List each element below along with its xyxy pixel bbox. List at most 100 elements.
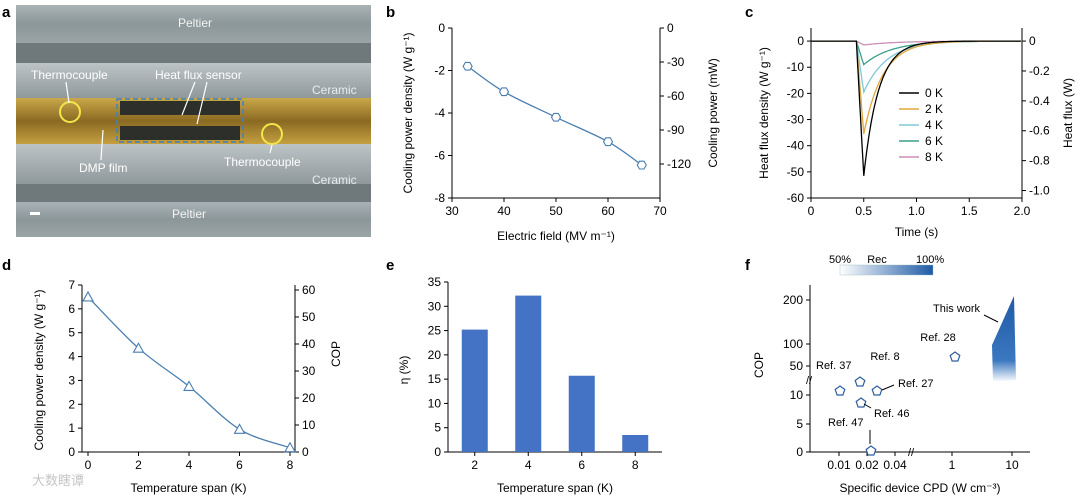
f-y-tick-label: 10 <box>790 388 804 402</box>
d-y2-tick-label: 40 <box>302 337 316 351</box>
f-colorbar-low: 50% <box>829 254 851 266</box>
panel-d: d 0 1 2 3 4 5 6 7 0 10 20 30 40 50 60 0 2 4 6 8 Temperature … <box>2 257 343 495</box>
f-this-work-label: This work <box>933 303 981 315</box>
label-peltier-top: Peltier <box>178 16 212 30</box>
c-y2-tick-label: -0.6 <box>1029 124 1050 138</box>
d-y-tick-label: 4 <box>68 350 75 364</box>
d-fit-line <box>87 296 291 449</box>
c-x-tick-label: 0.5 <box>855 204 872 218</box>
f-point-label: Ref. 46 <box>874 408 909 420</box>
label-thermocouple-right: Thermocouple <box>224 155 301 169</box>
label-heat-flux-sensor: Heat flux sensor <box>155 68 242 82</box>
f-data-point <box>854 376 866 387</box>
f-y-tick-label: 0 <box>796 445 803 459</box>
f-arrow-this-work <box>983 314 999 323</box>
b-y-tick-label: -4 <box>434 106 445 120</box>
e-bar <box>568 375 595 452</box>
e-bar <box>461 329 488 452</box>
d-data-point <box>82 290 94 302</box>
b-y-tick-label: -8 <box>434 191 445 205</box>
e-x-label: Temperature span (K) <box>497 481 613 495</box>
chart-e: 0 5 10 15 20 25 30 35 2 4 6 8 Temperature span (K) η … <box>397 275 662 495</box>
c-x-tick-label: 2.0 <box>1014 204 1031 218</box>
b-x-tick-label: 50 <box>549 204 563 218</box>
d-y2-tick-label: 60 <box>302 283 316 297</box>
label-thermocouple-left: Thermocouple <box>31 68 108 82</box>
label-ceramic-bottom: Ceramic <box>312 173 357 187</box>
colorbar <box>839 264 934 276</box>
b-data-point <box>462 61 473 71</box>
e-y-tick-label: 35 <box>428 275 442 289</box>
e-bar <box>622 435 649 452</box>
f-x-label: Specific device CPD (W cm⁻³) <box>839 481 1000 495</box>
peltier-top-plate <box>16 5 371 43</box>
c-x-tick-label: 1.5 <box>961 204 978 218</box>
d-y-tick-label: 1 <box>68 421 75 435</box>
d-y2-tick-label: 10 <box>302 418 316 432</box>
panel-b: b 0 -2 -4 -6 -8 0 -30 -60 -90 -120 30 40 50 60 70 Elect… <box>386 4 720 243</box>
b-data-point <box>550 112 562 122</box>
f-point-label: Ref. 27 <box>898 378 933 390</box>
panel-a: a Peltier Peltier Thermocouple Heat flux… <box>2 4 371 237</box>
arrow-thermocouple-right <box>269 144 273 154</box>
b-x-tick-label: 60 <box>601 204 615 218</box>
sensor-lower <box>120 126 240 140</box>
label-dmp-film: DMP film <box>79 161 127 175</box>
d-data-point <box>284 441 296 453</box>
b-data-point <box>636 160 647 170</box>
f-data-point <box>871 385 883 396</box>
scale-bar <box>30 212 40 215</box>
e-x-tick-label: 4 <box>525 458 532 472</box>
d-x-tick-label: 4 <box>186 458 193 472</box>
f-y-break-mark: // <box>806 375 813 387</box>
d-data-point <box>132 342 145 353</box>
b-y2-tick-label: -120 <box>667 157 691 171</box>
panel-letter-b: b <box>386 4 395 21</box>
c-y-tick-label: -40 <box>787 139 805 153</box>
c-y2-tick-label: -0.8 <box>1029 154 1050 168</box>
gap-top <box>16 43 371 63</box>
b-y-tick-label: -6 <box>434 149 445 163</box>
f-x-tick-label: 0.02 <box>855 458 879 472</box>
panel-letter-e: e <box>386 257 394 274</box>
chart-c: 0-10-20-30-40-50-600-0.2-0.4-0.6-0.8-1.0… <box>757 28 1075 239</box>
label-ceramic-top: Ceramic <box>312 83 357 97</box>
b-data-point <box>498 87 510 97</box>
thermocouple-left-circle <box>59 101 81 123</box>
c-y-tick-label: -30 <box>787 113 805 127</box>
sensor-upper <box>120 101 240 115</box>
chart-d: 0 1 2 3 4 5 6 7 0 10 20 30 40 50 60 0 2 4 6 8 Temperature sp… <box>32 278 343 495</box>
d-x-tick-label: 0 <box>85 458 92 472</box>
b-x-tick-label: 30 <box>445 204 459 218</box>
d-y2-tick-label: 0 <box>302 445 309 459</box>
d-y2-tick-label: 50 <box>302 310 316 324</box>
panel-c: c 0-10-20-30-40-50-600-0.2-0.4-0.6-0.8-1… <box>745 4 1075 239</box>
b-y-tick-label: -2 <box>434 64 445 78</box>
f-y-tick-label: 5 <box>796 417 803 431</box>
d-data-point <box>183 380 195 391</box>
f-point-label: Ref. 37 <box>816 360 851 372</box>
ceramic-bottom-plate <box>16 144 371 184</box>
e-y-label: η (%) <box>397 356 411 385</box>
c-y-tick-label: -60 <box>787 191 805 205</box>
f-colorbar-label: Rec <box>867 254 887 266</box>
f-x-tick-label: 0.01 <box>827 458 851 472</box>
d-y-label: Cooling power density (W g⁻¹) <box>32 289 46 450</box>
c-y-tick-label: -50 <box>787 165 805 179</box>
d-y2-label: COP <box>329 341 343 367</box>
chart-b: 0 -2 -4 -6 -8 0 -30 -60 -90 -120 30 40 50 60 70 Electri… <box>401 21 720 243</box>
e-y-tick-label: 15 <box>428 372 442 386</box>
c-x-tick-label: 0 <box>808 204 815 218</box>
b-y2-tick-label: -30 <box>667 55 685 69</box>
f-y-label: COP <box>752 352 766 378</box>
d-data-point <box>233 423 246 434</box>
c-y2-label: Heat flux (W) <box>1061 78 1075 148</box>
c-y2-tick-label: -1.0 <box>1029 184 1050 198</box>
heat-flux-sensor-box <box>116 98 244 143</box>
d-y2-tick-label: 30 <box>302 364 316 378</box>
b-x-tick-label: 70 <box>653 204 667 218</box>
d-y-tick-label: 2 <box>68 397 75 411</box>
c-x-tick-label: 1.0 <box>908 204 925 218</box>
d-y-tick-label: 0 <box>68 445 75 459</box>
